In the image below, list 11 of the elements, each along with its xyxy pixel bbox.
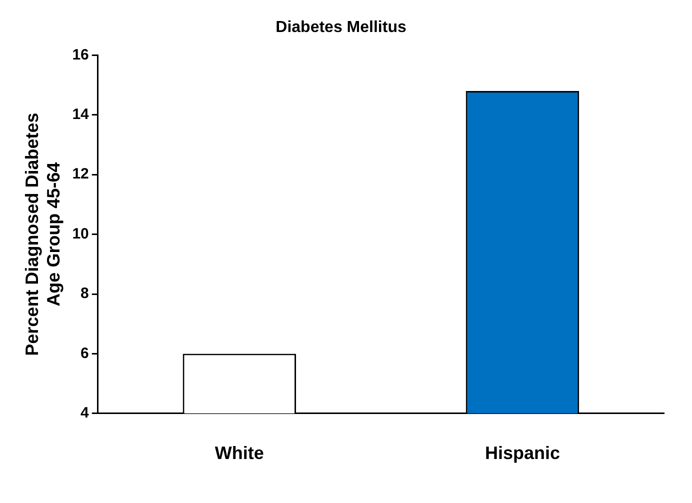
y-tick-label: 4 xyxy=(80,404,90,422)
y-tick-label: 14 xyxy=(72,106,90,124)
x-tick-label: Hispanic xyxy=(484,443,560,464)
chart-title: Diabetes Mellitus xyxy=(276,19,406,36)
y-axis-title: Percent Diagnosed Diabetes Age Group 45-64 xyxy=(22,112,64,356)
y-tick-label: 12 xyxy=(72,166,89,183)
y-tick-label: 8 xyxy=(80,285,89,302)
y-tick-label: 10 xyxy=(72,225,89,242)
y-tick-label: 6 xyxy=(80,344,89,362)
y-tick-label: 16 xyxy=(72,46,89,64)
x-tick-label: White xyxy=(214,443,264,464)
